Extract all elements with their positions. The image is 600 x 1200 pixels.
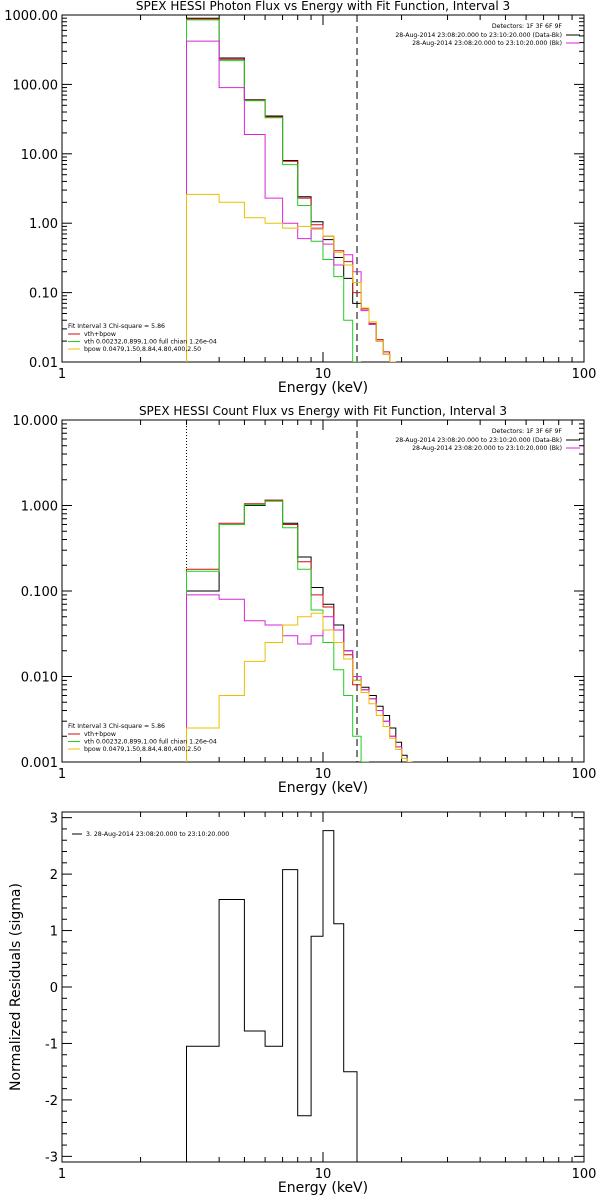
x-tick-label: 10 [315, 367, 332, 382]
y-axis: 10.000 1.000 0.100 0.010 0.001 [13, 414, 584, 771]
legend-title: Fit Interval 3 Chi-square = 5.86 [68, 723, 165, 730]
series-data [186, 499, 413, 762]
y-tick-label: 0 [50, 981, 58, 996]
series-group [186, 499, 413, 762]
legend-entry-label: vth+bpow [84, 731, 116, 738]
y-tick-label: 0.010 [21, 671, 58, 686]
x-axis: 1 10 100 Energy (keV) [58, 15, 597, 396]
legend-entry-label: vth 0.00232,0.899,1.00 full chian 1.26e-… [84, 739, 217, 746]
legend-title: Fit Interval 3 Chi-square = 5.86 [68, 323, 165, 330]
y-tick-label: 3 [50, 812, 58, 827]
x-axis-label: Energy (keV) [278, 1180, 368, 1196]
x-tick-label: 10 [315, 767, 332, 782]
x-tick-label: 100 [572, 1167, 597, 1182]
series-total [186, 499, 413, 762]
x-axis: 1 10 100 Energy (keV) [58, 812, 597, 1196]
series-bpow [186, 193, 396, 362]
legend-bottom-left: Fit Interval 3 Chi-square = 5.86vth+bpow… [68, 323, 217, 353]
y-tick-label: 10.000 [13, 414, 59, 429]
chart-title: SPEX HESSI Count Flux vs Energy with Fit… [139, 404, 507, 418]
x-axis-label: Energy (keV) [278, 780, 368, 796]
x-tick-label: 100 [572, 367, 597, 382]
x-tick-label: 1 [58, 1167, 66, 1182]
y-tick-label: 1.000 [21, 500, 58, 515]
legend-entry-label: 28-Aug-2014 23:08:20.000 to 23:10:20.000… [412, 40, 562, 47]
series-bpow [186, 612, 413, 762]
y-tick-label: -2 [45, 1094, 58, 1109]
y-tick-label: 1000.00 [4, 9, 58, 24]
y-tick-label: 0.01 [29, 356, 58, 371]
y-tick-label: -3 [45, 1150, 58, 1165]
series-vth [186, 19, 362, 362]
x-tick-label: 1 [58, 367, 66, 382]
y-tick-label: 0.100 [21, 585, 58, 600]
y-tick-label: 1.00 [29, 217, 58, 232]
chart-panel-1: SPEX HESSI Photon Flux vs Energy with Fi… [4, 0, 596, 396]
x-tick-label: 100 [572, 767, 597, 782]
legend-entry-label: 3. 28-Aug-2014 23:08:20.000 to 23:10:20.… [86, 831, 229, 838]
y-axis: 3 2 1 0 -1 -2 -3 Normalized Residuals (sigma) [8, 812, 584, 1165]
legend-top-right: Detectors: 1F 3F 6F 9F 28-Aug-2014 23:08:… [395, 23, 580, 47]
series-residuals [186, 830, 358, 1162]
y-tick-label: 1 [50, 925, 58, 940]
legend-top-left: 3. 28-Aug-2014 23:08:20.000 to 23:10:20.… [72, 831, 229, 838]
legend-entry-label: 28-Aug-2014 23:08:20.000 to 23:10:20.000… [412, 445, 562, 452]
y-axis-label: Normalized Residuals (sigma) [8, 883, 24, 1091]
y-axis: 1000.00 100.00 10.00 1.00 0.10 0.01 [4, 9, 584, 371]
legend-title: Detectors: 1F 3F 6F 9F [492, 428, 563, 435]
legend-entry-label: vth+bpow [84, 331, 116, 338]
legend-entry-label: bpow 0.0479,1.50,8.84,4.80,400,2.50 [84, 746, 201, 753]
plot-frame [61, 14, 585, 363]
y-tick-label: 100.00 [13, 78, 59, 93]
legend-entry-label: vth 0.00232,0.899,1.00 full chian 1.26e-… [84, 339, 217, 346]
x-tick-label: 10 [315, 1167, 332, 1182]
series-magenta [186, 594, 413, 762]
series-vth [186, 500, 369, 762]
y-tick-label: 0.001 [21, 756, 58, 771]
y-tick-label: 2 [50, 868, 58, 883]
chart-title: SPEX HESSI Photon Flux vs Energy with Fi… [136, 0, 510, 13]
legend-title: Detectors: 1F 3F 6F 9F [492, 23, 563, 30]
x-tick-label: 1 [58, 767, 66, 782]
y-tick-label: -1 [45, 1037, 58, 1052]
legend-entry-label: 28-Aug-2014 23:08:20.000 to 23:10:20.000… [395, 437, 562, 444]
series-group [186, 17, 396, 362]
series-group [186, 830, 358, 1162]
series-magenta [186, 40, 396, 362]
legend-top-right: Detectors: 1F 3F 6F 9F 28-Aug-2014 23:08:… [395, 428, 580, 452]
legend-bottom-left: Fit Interval 3 Chi-square = 5.86vth+bpow… [68, 723, 217, 753]
x-axis-label: Energy (keV) [278, 380, 368, 396]
y-tick-label: 0.10 [29, 287, 58, 302]
chart-panel-2: SPEX HESSI Count Flux vs Energy with Fit… [13, 404, 597, 796]
legend-entry-label: bpow 0.0479,1.50,8.84,4.80,400,2.50 [84, 346, 201, 353]
y-tick-label: 10.00 [21, 148, 58, 163]
legend-entry-label: 28-Aug-2014 23:08:20.000 to 23:10:20.000… [395, 32, 562, 39]
